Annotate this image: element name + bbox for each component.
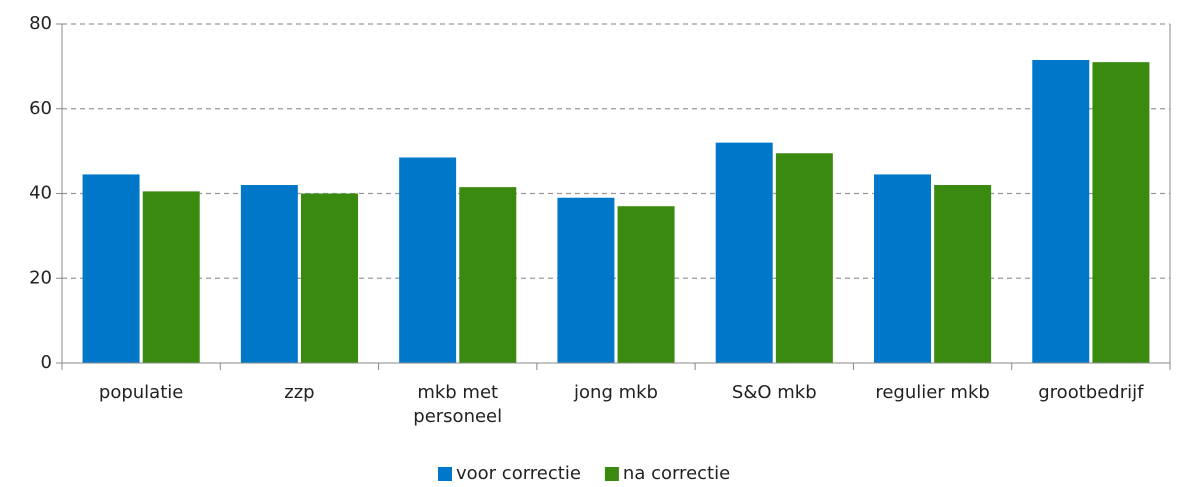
y-tick-label: 80 xyxy=(29,13,52,34)
x-tick-label: regulier mkb xyxy=(875,382,990,403)
bar xyxy=(715,142,773,363)
bar xyxy=(874,174,931,363)
x-tick-label: grootbedrijf xyxy=(1038,382,1144,403)
bar xyxy=(82,174,140,363)
bar xyxy=(1032,60,1090,364)
y-tick-label: 0 xyxy=(41,352,52,373)
y-tick-label: 40 xyxy=(29,183,52,204)
x-tick-label: zzp xyxy=(284,382,315,403)
legend-swatch xyxy=(604,467,619,481)
bar xyxy=(399,157,457,363)
bar xyxy=(142,191,200,363)
legend-swatch xyxy=(438,467,452,481)
bar xyxy=(557,197,615,363)
bar xyxy=(240,185,298,363)
bar xyxy=(1092,62,1150,363)
bar xyxy=(617,206,675,363)
legend-label: voor correctie xyxy=(456,463,581,484)
bar xyxy=(459,187,517,363)
legend-label: na correctie xyxy=(623,463,730,484)
x-tick-label: populatie xyxy=(98,382,184,403)
bar xyxy=(775,153,833,363)
bar xyxy=(934,185,992,363)
x-tick-label: jong mkb xyxy=(574,382,658,403)
bar xyxy=(301,193,358,363)
x-tick-label: mkb met personeel xyxy=(413,382,503,427)
y-tick-label: 60 xyxy=(29,98,52,119)
y-tick-label: 20 xyxy=(29,267,52,288)
x-tick-label: S&O mkb xyxy=(731,382,817,403)
